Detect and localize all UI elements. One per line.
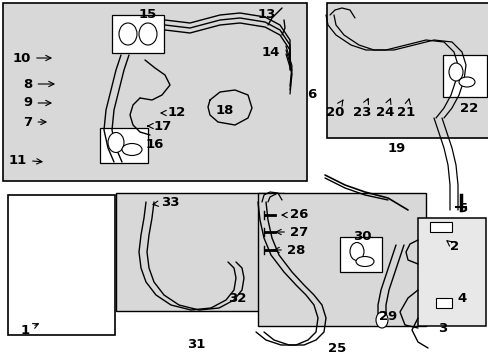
Ellipse shape [139, 23, 157, 45]
Text: 30: 30 [352, 230, 370, 243]
Ellipse shape [108, 132, 124, 153]
Text: 25: 25 [327, 342, 346, 355]
Text: 15: 15 [139, 9, 157, 22]
Text: 21: 21 [396, 99, 414, 118]
Ellipse shape [375, 312, 387, 328]
Bar [435, 298, 451, 308]
Ellipse shape [349, 243, 363, 261]
Text: 19: 19 [387, 141, 406, 154]
Text: 27: 27 [275, 225, 307, 238]
Text: 20: 20 [325, 100, 344, 118]
Text: 11: 11 [9, 153, 42, 166]
Text: 12: 12 [161, 107, 186, 120]
Text: 17: 17 [147, 120, 172, 132]
Text: 4: 4 [456, 292, 466, 305]
Ellipse shape [122, 144, 142, 156]
Text: 31: 31 [186, 338, 205, 351]
Bar [100, 128, 148, 163]
Bar [8, 195, 115, 335]
Bar [3, 3, 306, 181]
Text: 24: 24 [375, 99, 393, 118]
Text: 8: 8 [23, 77, 54, 90]
Text: 3: 3 [437, 321, 447, 334]
Text: 6: 6 [307, 89, 316, 102]
Text: 7: 7 [23, 116, 46, 129]
Ellipse shape [448, 63, 462, 81]
Ellipse shape [458, 77, 474, 87]
Bar [112, 15, 163, 53]
Text: 18: 18 [215, 104, 234, 117]
Text: 22: 22 [459, 102, 477, 114]
Bar [339, 237, 381, 272]
Text: 26: 26 [282, 208, 307, 221]
Text: 29: 29 [378, 310, 396, 323]
Text: 33: 33 [153, 195, 179, 208]
Ellipse shape [355, 256, 373, 266]
Bar [258, 193, 425, 326]
Text: 14: 14 [261, 45, 280, 58]
Text: 23: 23 [352, 99, 370, 118]
Text: 16: 16 [145, 139, 164, 152]
Text: 28: 28 [273, 243, 305, 256]
Bar [417, 218, 485, 326]
Text: 9: 9 [23, 96, 51, 109]
Text: 1: 1 [20, 324, 38, 337]
Text: 32: 32 [227, 292, 245, 305]
Text: 2: 2 [446, 240, 459, 253]
Ellipse shape [119, 23, 137, 45]
Text: 13: 13 [257, 8, 276, 21]
Bar [326, 3, 488, 138]
Text: 5: 5 [459, 202, 468, 215]
Bar [116, 193, 284, 311]
Text: 10: 10 [13, 51, 51, 64]
Bar [429, 222, 451, 232]
Bar [442, 55, 486, 97]
